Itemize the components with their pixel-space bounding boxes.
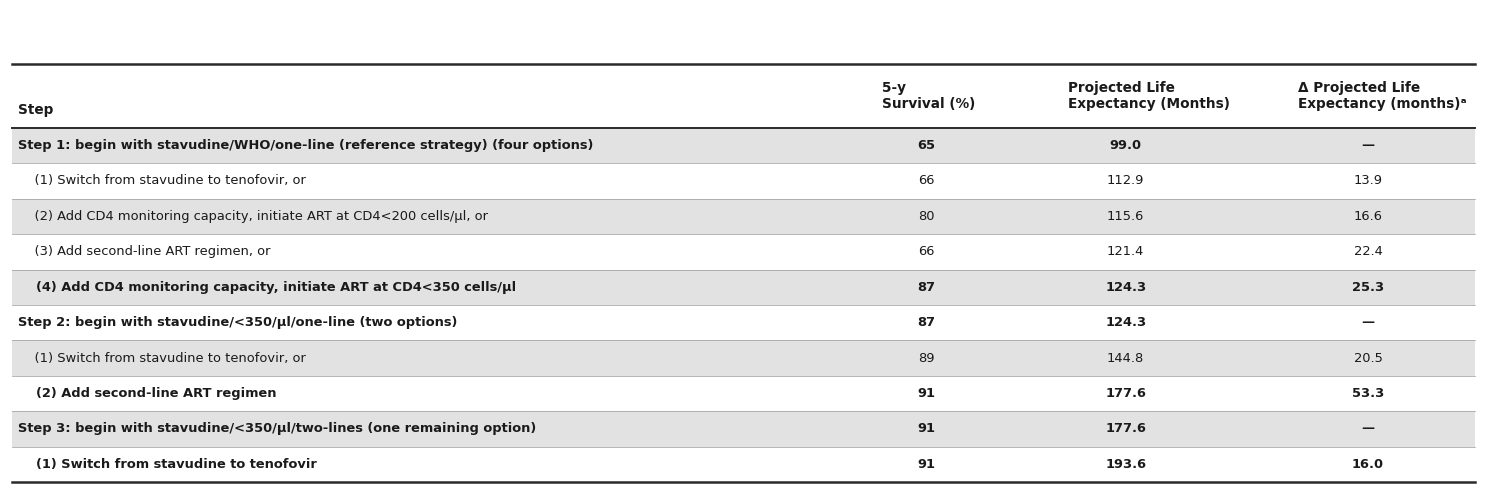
Text: 121.4: 121.4 bbox=[1106, 246, 1145, 258]
Text: 66: 66 bbox=[917, 175, 935, 187]
Bar bbox=[12, 234, 1475, 270]
Bar bbox=[12, 447, 1475, 482]
Text: —: — bbox=[1362, 423, 1374, 435]
Text: (1) Switch from stavudine to tenofovir, or: (1) Switch from stavudine to tenofovir, … bbox=[18, 352, 306, 365]
Text: 177.6: 177.6 bbox=[1105, 423, 1146, 435]
Text: 13.9: 13.9 bbox=[1353, 175, 1383, 187]
Bar bbox=[12, 64, 1475, 128]
Text: (1) Switch from stavudine to tenofovir, or: (1) Switch from stavudine to tenofovir, … bbox=[18, 175, 306, 187]
Text: 124.3: 124.3 bbox=[1105, 316, 1146, 329]
Bar bbox=[12, 411, 1475, 447]
Text: 87: 87 bbox=[917, 316, 935, 329]
Text: 91: 91 bbox=[917, 387, 935, 400]
Text: 5-y
Survival (%): 5-y Survival (%) bbox=[882, 81, 975, 111]
Bar bbox=[12, 376, 1475, 411]
Text: Δ Projected Life
Expectancy (months)ᵃ: Δ Projected Life Expectancy (months)ᵃ bbox=[1298, 81, 1466, 111]
Text: 91: 91 bbox=[917, 458, 935, 471]
Text: Step 3: begin with stavudine/<350/µl/two-lines (one remaining option): Step 3: begin with stavudine/<350/µl/two… bbox=[18, 423, 537, 435]
Text: (4) Add CD4 monitoring capacity, initiate ART at CD4<350 cells/µl: (4) Add CD4 monitoring capacity, initiat… bbox=[18, 281, 516, 294]
Text: 66: 66 bbox=[917, 246, 935, 258]
Text: 99.0: 99.0 bbox=[1109, 139, 1142, 152]
Text: 91: 91 bbox=[917, 423, 935, 435]
Text: 25.3: 25.3 bbox=[1352, 281, 1384, 294]
Text: 20.5: 20.5 bbox=[1353, 352, 1383, 365]
Text: Projected Life
Expectancy (Months): Projected Life Expectancy (Months) bbox=[1068, 81, 1230, 111]
Text: 16.0: 16.0 bbox=[1352, 458, 1384, 471]
Bar bbox=[12, 305, 1475, 340]
Bar bbox=[12, 270, 1475, 305]
Text: (2) Add CD4 monitoring capacity, initiate ART at CD4<200 cells/µl, or: (2) Add CD4 monitoring capacity, initiat… bbox=[18, 210, 488, 223]
Bar bbox=[12, 199, 1475, 234]
Text: 177.6: 177.6 bbox=[1105, 387, 1146, 400]
Text: Step 2: begin with stavudine/<350/µl/one-line (two options): Step 2: begin with stavudine/<350/µl/one… bbox=[18, 316, 457, 329]
Text: 80: 80 bbox=[917, 210, 935, 223]
Text: 112.9: 112.9 bbox=[1106, 175, 1145, 187]
Bar bbox=[12, 163, 1475, 199]
Text: —: — bbox=[1362, 316, 1374, 329]
Text: Step: Step bbox=[18, 103, 54, 117]
Text: 16.6: 16.6 bbox=[1353, 210, 1383, 223]
Text: 87: 87 bbox=[917, 281, 935, 294]
Bar bbox=[12, 128, 1475, 163]
Text: 124.3: 124.3 bbox=[1105, 281, 1146, 294]
Text: 193.6: 193.6 bbox=[1105, 458, 1146, 471]
Text: 89: 89 bbox=[917, 352, 935, 365]
Bar bbox=[12, 340, 1475, 376]
Text: 144.8: 144.8 bbox=[1106, 352, 1145, 365]
Text: (1) Switch from stavudine to tenofovir: (1) Switch from stavudine to tenofovir bbox=[18, 458, 317, 471]
Text: Step 1: begin with stavudine/WHO/one-line (reference strategy) (four options): Step 1: begin with stavudine/WHO/one-lin… bbox=[18, 139, 593, 152]
Text: 115.6: 115.6 bbox=[1106, 210, 1145, 223]
Text: 65: 65 bbox=[917, 139, 935, 152]
Text: 53.3: 53.3 bbox=[1352, 387, 1384, 400]
Text: (2) Add second-line ART regimen: (2) Add second-line ART regimen bbox=[18, 387, 277, 400]
Text: 22.4: 22.4 bbox=[1353, 246, 1383, 258]
Text: —: — bbox=[1362, 139, 1374, 152]
Text: (3) Add second-line ART regimen, or: (3) Add second-line ART regimen, or bbox=[18, 246, 271, 258]
